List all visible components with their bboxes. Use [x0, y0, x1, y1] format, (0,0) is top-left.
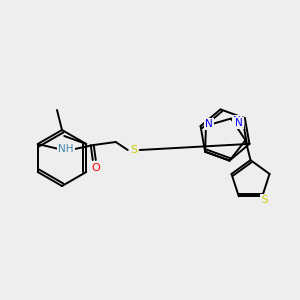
Text: N: N — [233, 116, 241, 126]
Text: S: S — [261, 195, 268, 205]
Text: NH: NH — [58, 144, 74, 154]
Text: N: N — [235, 118, 243, 128]
Text: N: N — [205, 119, 213, 129]
Text: O: O — [92, 163, 100, 173]
Text: S: S — [130, 145, 137, 155]
